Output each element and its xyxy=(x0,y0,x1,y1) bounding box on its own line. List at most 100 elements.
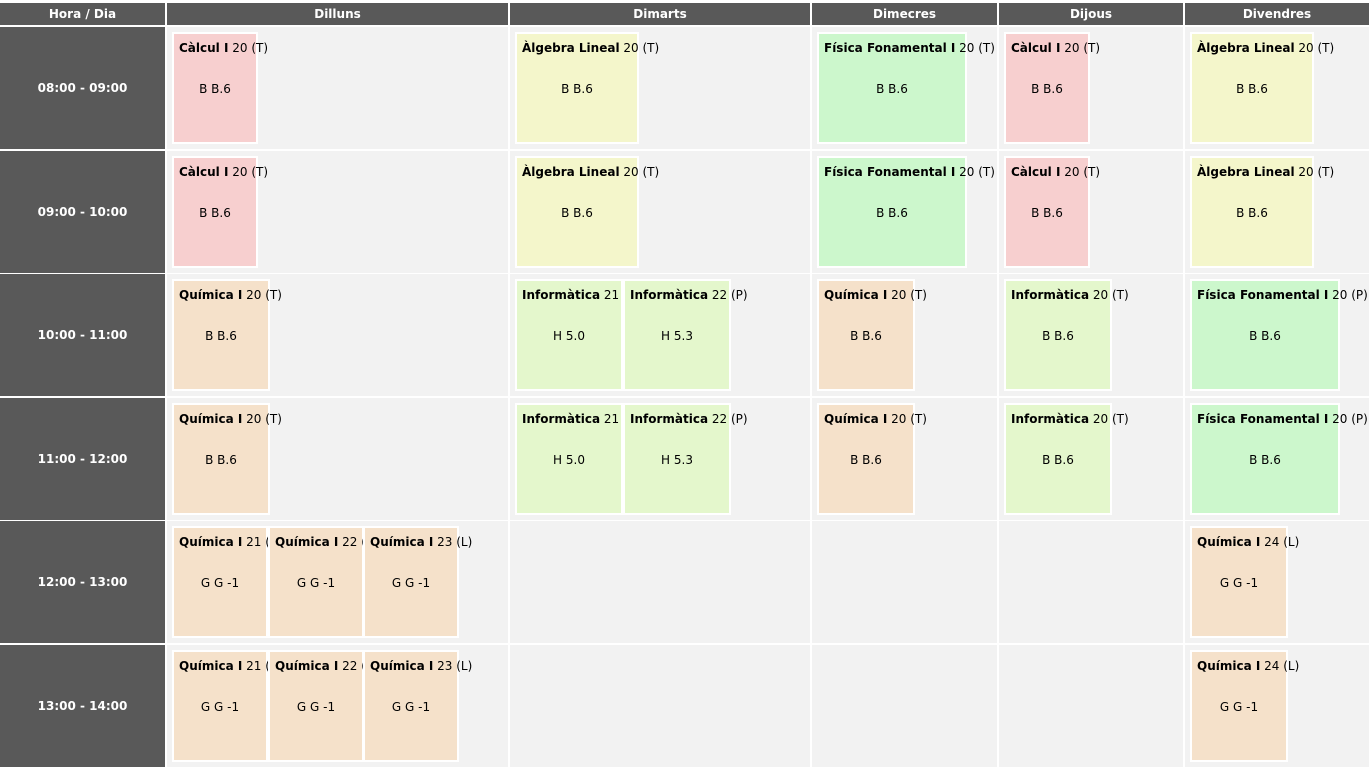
class-event[interactable]: Química I 23 (L) G G -1 xyxy=(363,526,472,638)
class-event[interactable]: Informàtica 22 (P) H 5.3 xyxy=(623,279,748,391)
subject-name: Física Fonamental I xyxy=(1197,412,1329,426)
subject-name: Física Fonamental I xyxy=(824,165,956,179)
subject-name: Informàtica xyxy=(1011,288,1090,302)
class-event[interactable]: Càlcul I 20 (T) B B.6 xyxy=(1004,156,1100,268)
class-event[interactable]: Física Fonamental I 20 (P) B B.6 xyxy=(1190,403,1368,515)
class-event[interactable]: Física Fonamental I 20 (P) B B.6 xyxy=(1190,279,1368,391)
room-label: H 5.3 xyxy=(661,329,693,343)
class-title: Informàtica 20 (T) xyxy=(1011,412,1129,426)
subject-name: Àlgebra Lineal xyxy=(1197,165,1295,179)
class-event[interactable]: Càlcul I 20 (T) B B.6 xyxy=(1004,32,1100,144)
time-slot-label: 13:00 - 14:00 xyxy=(0,645,165,767)
room-label: B B.6 xyxy=(1236,82,1268,96)
subject-name: Informàtica xyxy=(630,288,709,302)
room-label: B B.6 xyxy=(561,82,593,96)
time-slot-label: 12:00 - 13:00 xyxy=(0,521,165,643)
class-title: Química I 21 (L) xyxy=(179,535,281,549)
subject-name: Càlcul I xyxy=(1011,41,1061,55)
class-title: Química I 21 (L) xyxy=(179,659,281,673)
group-code: 20 (T) xyxy=(246,288,282,302)
schedule-cell xyxy=(999,645,1183,767)
class-title: Àlgebra Lineal 20 (T) xyxy=(522,165,659,179)
group-code: 22 (P) xyxy=(711,288,748,302)
group-code: 23 (L) xyxy=(437,535,473,549)
class-event[interactable]: Informàtica 22 (P) H 5.3 xyxy=(623,403,748,515)
class-event[interactable]: Física Fonamental I 20 (T) B B.6 xyxy=(817,156,995,268)
class-event[interactable]: Química I 20 (T) B B.6 xyxy=(817,279,927,391)
class-event[interactable]: Química I 22 (L) G G -1 xyxy=(268,650,377,762)
room-label: H 5.0 xyxy=(553,329,585,343)
class-title: Informàtica 21 (P) xyxy=(522,412,640,426)
room-label: B B.6 xyxy=(1031,82,1063,96)
subject-name: Càlcul I xyxy=(179,165,229,179)
group-code: 20 (T) xyxy=(623,165,660,179)
subject-name: Química I xyxy=(179,659,243,673)
class-event[interactable]: Àlgebra Lineal 20 (T) B B.6 xyxy=(1190,156,1334,268)
class-event[interactable]: Química I 24 (L) G G -1 xyxy=(1190,526,1299,638)
subject-name: Informàtica xyxy=(522,412,601,426)
class-event[interactable]: Àlgebra Lineal 20 (T) B B.6 xyxy=(515,32,659,144)
time-slot-label: 11:00 - 12:00 xyxy=(0,398,165,520)
class-event[interactable]: Química I 20 (T) B B.6 xyxy=(172,403,282,515)
class-event[interactable]: Càlcul I 20 (T) B B.6 xyxy=(172,32,268,144)
class-event[interactable]: Física Fonamental I 20 (T) B B.6 xyxy=(817,32,995,144)
group-code: 20 (T) xyxy=(959,41,995,55)
class-title: Física Fonamental I 20 (T) xyxy=(824,165,995,179)
time-slot-label: 10:00 - 11:00 xyxy=(0,274,165,396)
subject-name: Informàtica xyxy=(1011,412,1090,426)
room-label: G G -1 xyxy=(296,576,336,590)
class-event[interactable]: Química I 22 (L) G G -1 xyxy=(268,526,377,638)
room-label: G G -1 xyxy=(391,700,431,714)
room-label: H 5.3 xyxy=(661,453,693,467)
room-label: G G -1 xyxy=(1219,700,1259,714)
class-event[interactable]: Química I 24 (L) G G -1 xyxy=(1190,650,1299,762)
subject-name: Àlgebra Lineal xyxy=(1197,41,1295,55)
subject-name: Química I xyxy=(275,535,339,549)
class-event[interactable]: Química I 21 (L) G G -1 xyxy=(172,526,281,638)
class-event[interactable]: Química I 20 (T) B B.6 xyxy=(817,403,927,515)
room-label: B B.6 xyxy=(1249,329,1281,343)
group-code: 20 (P) xyxy=(1332,288,1368,302)
subject-name: Química I xyxy=(370,659,434,673)
group-code: 20 (T) xyxy=(959,165,995,179)
class-title: Àlgebra Lineal 20 (T) xyxy=(522,41,659,55)
subject-name: Química I xyxy=(275,659,339,673)
class-title: Informàtica 22 (P) xyxy=(630,412,748,426)
group-code: 20 (T) xyxy=(1064,165,1101,179)
room-label: B B.6 xyxy=(1031,206,1063,220)
class-event[interactable]: Informàtica 21 (P) H 5.0 xyxy=(515,403,640,515)
day-header-divendres: Divendres xyxy=(1185,3,1369,25)
group-code: 20 (T) xyxy=(246,412,282,426)
class-title: Càlcul I 20 (T) xyxy=(179,165,268,179)
group-code: 20 (T) xyxy=(623,41,660,55)
subject-name: Química I xyxy=(1197,535,1261,549)
class-event[interactable]: Química I 20 (T) B B.6 xyxy=(172,279,282,391)
room-label: G G -1 xyxy=(296,700,336,714)
class-title: Càlcul I 20 (T) xyxy=(1011,41,1100,55)
class-event[interactable]: Àlgebra Lineal 20 (T) B B.6 xyxy=(1190,32,1334,144)
room-label: B B.6 xyxy=(876,206,908,220)
group-code: 20 (T) xyxy=(891,288,927,302)
class-title: Informàtica 22 (P) xyxy=(630,288,748,302)
room-label: B B.6 xyxy=(205,329,237,343)
day-header-dimecres: Dimecres xyxy=(812,3,997,25)
class-event[interactable]: Química I 21 (L) G G -1 xyxy=(172,650,281,762)
class-event[interactable]: Informàtica 21 (P) H 5.0 xyxy=(515,279,640,391)
class-event[interactable]: Àlgebra Lineal 20 (T) B B.6 xyxy=(515,156,659,268)
schedule-cell xyxy=(812,521,997,643)
subject-name: Informàtica xyxy=(522,288,601,302)
room-label: B B.6 xyxy=(1042,453,1074,467)
class-title: Química I 24 (L) xyxy=(1197,535,1299,549)
class-event[interactable]: Informàtica 20 (T) B B.6 xyxy=(1004,403,1129,515)
class-event[interactable]: Càlcul I 20 (T) B B.6 xyxy=(172,156,268,268)
class-title: Química I 24 (L) xyxy=(1197,659,1299,673)
class-title: Àlgebra Lineal 20 (T) xyxy=(1197,41,1334,55)
room-label: B B.6 xyxy=(850,329,882,343)
room-label: G G -1 xyxy=(391,576,431,590)
subject-name: Àlgebra Lineal xyxy=(522,165,620,179)
class-event[interactable]: Informàtica 20 (T) B B.6 xyxy=(1004,279,1129,391)
schedule-cell xyxy=(510,521,810,643)
room-label: G G -1 xyxy=(1219,576,1259,590)
class-event[interactable]: Química I 23 (L) G G -1 xyxy=(363,650,472,762)
